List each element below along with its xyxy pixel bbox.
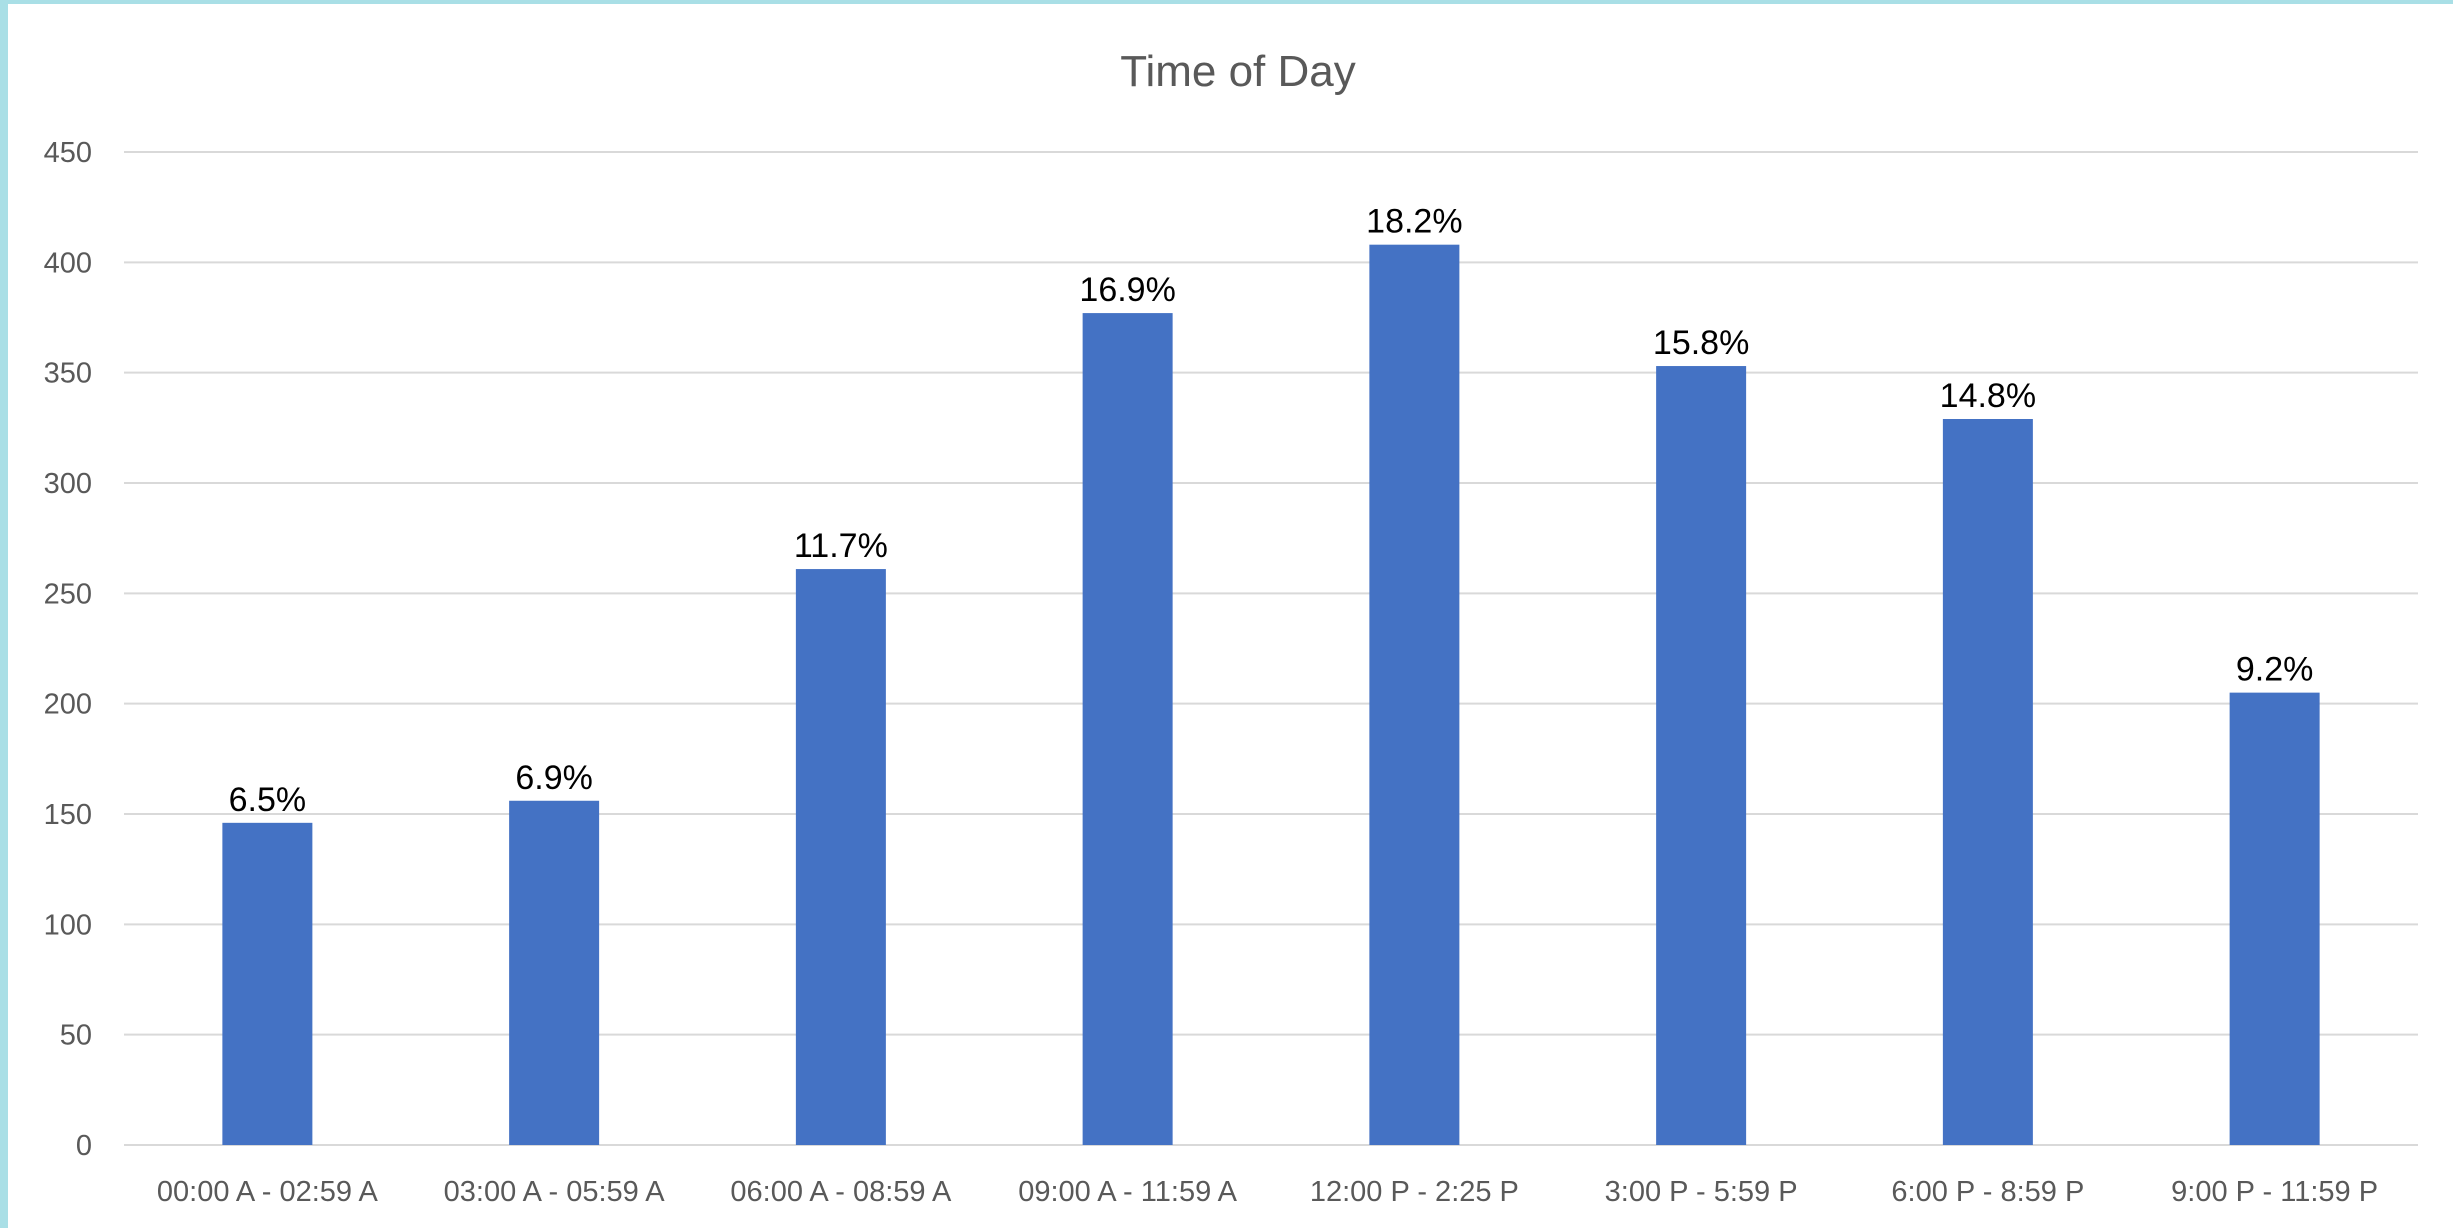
y-axis-tick-labels: 0 50 100 150 200 250 300 350 400 450 <box>44 137 92 1162</box>
x-category-label: 12:00 P - 2:25 P <box>1310 1176 1519 1208</box>
bar <box>222 822 313 1145</box>
x-category-label: 3:00 P - 5:59 P <box>1605 1176 1798 1208</box>
x-category-label: 9:00 P - 11:59 P <box>2171 1176 2378 1208</box>
data-labels: 6.5% 6.9% 11.7% 16.9% 18.2% 15.8% 14.8% 9.2% <box>229 203 2314 819</box>
chart-title: Time of Day <box>1120 47 1356 96</box>
data-label: 16.9% <box>1079 271 1175 309</box>
bar-chart: Time of Day 050100150200250300350400450 … <box>44 47 2418 1208</box>
bar <box>1082 313 1173 1145</box>
bar <box>1656 366 1747 1146</box>
bar <box>795 569 886 1145</box>
y-tick-label: 100 <box>44 909 92 941</box>
y-tick-label: 0 <box>76 1130 92 1162</box>
data-label: 15.8% <box>1653 324 1749 362</box>
data-label: 9.2% <box>2236 651 2314 689</box>
y-tick-label: 200 <box>44 689 92 721</box>
y-tick-label: 300 <box>44 468 92 500</box>
x-category-label: 06:00 A - 08:59 A <box>730 1176 952 1208</box>
y-tick-label: 150 <box>44 799 92 831</box>
bar <box>1369 244 1460 1145</box>
gridlines <box>124 151 2418 1146</box>
data-label: 18.2% <box>1366 203 1462 241</box>
x-category-label: 09:00 A - 11:59 A <box>1018 1176 1237 1208</box>
y-tick-label: 400 <box>44 247 92 279</box>
x-axis-category-labels: 00:00 A - 02:59 A 03:00 A - 05:59 A 06:00 … <box>157 1176 2378 1208</box>
bar <box>2229 692 2320 1145</box>
x-category-label: 6:00 P - 8:59 P <box>1891 1176 2084 1208</box>
x-category-label: 00:00 A - 02:59 A <box>157 1176 379 1208</box>
y-tick-label: 450 <box>44 137 92 169</box>
data-label: 6.9% <box>515 759 593 797</box>
x-category-label: 03:00 A - 05:59 A <box>444 1176 666 1208</box>
data-label: 6.5% <box>229 781 307 819</box>
data-label: 14.8% <box>1940 377 2036 415</box>
bars <box>222 244 2320 1146</box>
bar <box>509 800 600 1145</box>
y-tick-label: 50 <box>60 1020 92 1052</box>
y-tick-label: 350 <box>44 358 92 390</box>
data-label: 11.7% <box>794 527 888 565</box>
y-tick-label: 250 <box>44 578 92 610</box>
bar <box>1942 419 2033 1145</box>
